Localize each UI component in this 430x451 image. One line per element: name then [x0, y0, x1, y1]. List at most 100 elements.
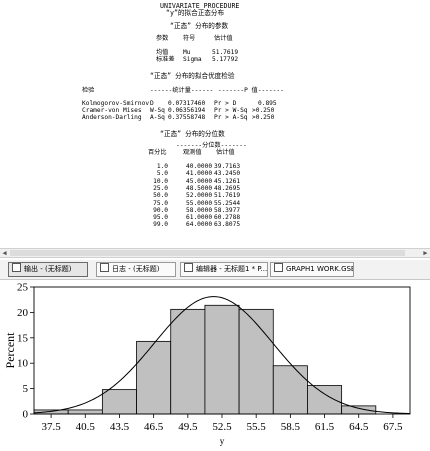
y-tick-label: 15	[17, 332, 29, 344]
gof-header-pvalue: -------P 值-------	[218, 87, 284, 94]
quantile-observed: 52.0000	[186, 192, 213, 200]
quantile-observed: 61.0000	[186, 214, 213, 222]
x-tick-label: 43.5	[110, 421, 130, 433]
x-axis-label: y	[220, 436, 225, 446]
quantile-observed: 64.0000	[186, 221, 213, 229]
quantile-estimate: 55.2544	[214, 199, 241, 207]
normal-fit-curve	[33, 296, 411, 415]
histogram-bar	[67, 409, 103, 415]
log-window-icon	[100, 263, 109, 272]
procedure-subtitle: “y”的拟合正态分布	[166, 9, 225, 17]
y-tick-label: 20	[17, 307, 29, 319]
gof-row-pvalue: 0.895	[258, 100, 277, 107]
y-tick-label: 10	[17, 358, 29, 370]
quantile-estimate: 48.2695	[214, 184, 241, 192]
quantile-estimate: 58.3977	[214, 206, 241, 214]
param-row-symbol: Sigma	[183, 56, 202, 63]
histogram-bar	[170, 308, 206, 415]
output-text-area[interactable]: UNIVARIATE PROCEDURE “y”的拟合正态分布 “正态” 分布的…	[0, 0, 430, 248]
quantile-section-title: “正态” 分布的分位数	[160, 130, 225, 138]
histogram-bar	[101, 389, 137, 415]
quantile-estimate: 60.2788	[214, 214, 241, 222]
histogram-bar	[307, 385, 343, 415]
quantile-percent: 1.0	[156, 163, 168, 170]
histogram-bar	[33, 409, 69, 415]
gof-row-test: Cramer-von Mises	[82, 107, 142, 114]
quantile-estimate: 43.2450	[214, 170, 241, 178]
task-editor-window[interactable]: 编辑器 - 无标题1 * P...	[180, 262, 268, 277]
gof-row-prlabel: Pr > D	[214, 100, 237, 107]
quantile-percent: 90.0	[153, 206, 168, 214]
scroll-right-arrow-icon[interactable]: ▶	[423, 249, 428, 257]
quantile-observed: 45.0000	[186, 177, 213, 185]
gof-row-pvalue: >0.250	[252, 114, 275, 121]
x-tick-label: 46.5	[144, 421, 164, 433]
param-row-value: 51.7619	[212, 49, 239, 56]
task-log-window[interactable]: 日志 - (无标题)	[96, 262, 176, 277]
scroll-thumb[interactable]	[10, 250, 405, 256]
task-label: GRAPH1 WORK.GSE...	[286, 265, 354, 273]
quantile-percent: 75.0	[153, 199, 168, 207]
histogram-bar	[136, 340, 172, 415]
output-window-icon	[12, 263, 21, 272]
gof-row-symbol: W-Sq	[150, 107, 165, 114]
param-row-name: 标准差	[156, 56, 175, 63]
y-axis-label: Percent	[3, 332, 17, 369]
x-tick-label: 40.5	[76, 421, 96, 433]
quantile-percent: 99.0	[153, 221, 168, 229]
quantile-observed: 41.0000	[186, 170, 213, 178]
scroll-left-arrow-icon[interactable]: ◀	[2, 249, 7, 257]
gof-row-statistic: 0.07317460	[168, 100, 206, 107]
task-graph-window[interactable]: GRAPH1 WORK.GSE...	[270, 262, 354, 277]
task-label: 日志 - (无标题)	[112, 265, 160, 273]
gof-row-symbol: A-Sq	[150, 114, 165, 121]
histogram-chart: 0 5 10 15 20 25 37.5 40.5 43.5 46.5 49.5 52.5 55.5 58…	[3, 282, 411, 446]
quantile-observed: 48.5000	[186, 184, 213, 192]
gof-header-test: 检验	[82, 87, 95, 94]
quantile-estimate: 39.7163	[214, 163, 241, 170]
quantile-observed: 40.0000	[186, 163, 213, 170]
quantile-header-percent: 百分比	[148, 149, 167, 156]
quantile-percent: 95.0	[153, 214, 168, 222]
quantile-percent: 25.0	[153, 184, 168, 192]
horizontal-scrollbar[interactable]: ◀ ▶	[0, 248, 430, 258]
y-tick-label: 5	[23, 383, 29, 395]
param-row-name: 均值	[156, 49, 169, 56]
quantile-header-observed: 观测值	[183, 149, 202, 156]
editor-window-icon	[184, 263, 193, 272]
gof-row-pvalue: >0.250	[252, 107, 275, 114]
procedure-title: UNIVARIATE PROCEDURE	[160, 2, 240, 10]
quantile-estimate: 63.8075	[214, 221, 241, 229]
param-header-name: 参数	[156, 35, 169, 42]
gof-row-test: Anderson-Darling	[82, 114, 142, 121]
graph-window-icon	[274, 263, 283, 272]
task-output-window[interactable]: 输出 - (无标题)	[8, 262, 88, 277]
quantile-estimate: 51.7619	[214, 192, 241, 200]
window-taskbar: 输出 - (无标题) 日志 - (无标题) 编辑器 - 无标题1 * P... …	[0, 260, 430, 280]
task-label: 输出 - (无标题)	[24, 265, 72, 273]
x-tick-label: 37.5	[41, 421, 61, 433]
x-tick-label: 58.5	[281, 421, 301, 433]
y-tick-label: 25	[17, 282, 29, 294]
quantile-percent: 50.0	[153, 192, 168, 200]
gof-row-test: Kolmogorov-Smirnov	[82, 100, 150, 107]
quantile-observed: 55.0000	[186, 199, 213, 207]
gof-row-statistic: 0.06356194	[168, 107, 206, 114]
x-tick-label: 61.5	[315, 421, 335, 433]
x-tick-label: 67.5	[383, 421, 403, 433]
quantile-percent: 5.0	[156, 170, 168, 178]
x-tick-label: 52.5	[212, 421, 232, 433]
param-header-symbol: 符号	[183, 35, 196, 42]
param-section-title: “正态” 分布的参数	[170, 22, 229, 30]
gof-section-title: “正态” 分布的拟合优度检验	[150, 72, 235, 80]
gof-row-statistic: 0.37558748	[168, 114, 206, 121]
gof-row-prlabel: Pr > W-Sq	[214, 107, 248, 114]
param-row-value: 5.17792	[212, 56, 239, 63]
quantile-estimate: 45.1261	[214, 177, 241, 185]
x-tick-label: 64.5	[349, 421, 369, 433]
gof-row-prlabel: Pr > A-Sq	[214, 114, 248, 121]
histogram-bar	[204, 304, 240, 415]
param-row-symbol: Mu	[183, 49, 191, 56]
x-tick-label: 49.5	[178, 421, 198, 433]
output-window: UNIVARIATE PROCEDURE “y”的拟合正态分布 “正态” 分布的…	[0, 0, 430, 258]
